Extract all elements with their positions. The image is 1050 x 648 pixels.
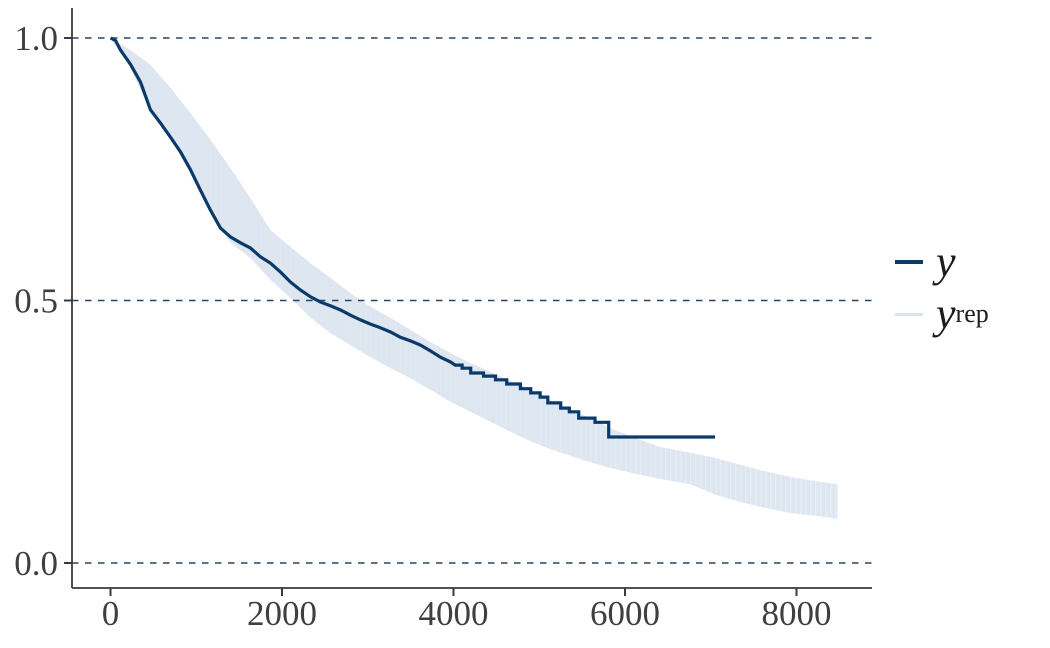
legend-item-y: y <box>895 236 989 288</box>
y-tick-label: 0.0 <box>14 544 58 583</box>
legend-item-yrep: y rep <box>895 288 989 340</box>
legend-label-yrep: y <box>936 289 956 338</box>
x-tick-label: 0 <box>102 594 120 633</box>
x-tick-label: 6000 <box>590 594 660 633</box>
legend-label-y: y <box>936 237 956 286</box>
y-tick-label: 1.0 <box>14 19 58 58</box>
legend-line-swatch-y <box>895 260 923 264</box>
legend-label-yrep-sup: rep <box>955 299 989 328</box>
x-tick-label: 2000 <box>247 594 317 633</box>
legend-line-swatch-yrep <box>895 312 923 316</box>
y-tick-label: 0.5 <box>14 282 58 321</box>
series-y-line <box>109 36 715 439</box>
band-yrep <box>110 38 838 519</box>
band-yrep-streak-texture <box>110 38 838 519</box>
legend: y y rep <box>895 236 989 340</box>
x-tick-label: 4000 <box>419 594 489 633</box>
x-tick-label: 8000 <box>762 594 832 633</box>
